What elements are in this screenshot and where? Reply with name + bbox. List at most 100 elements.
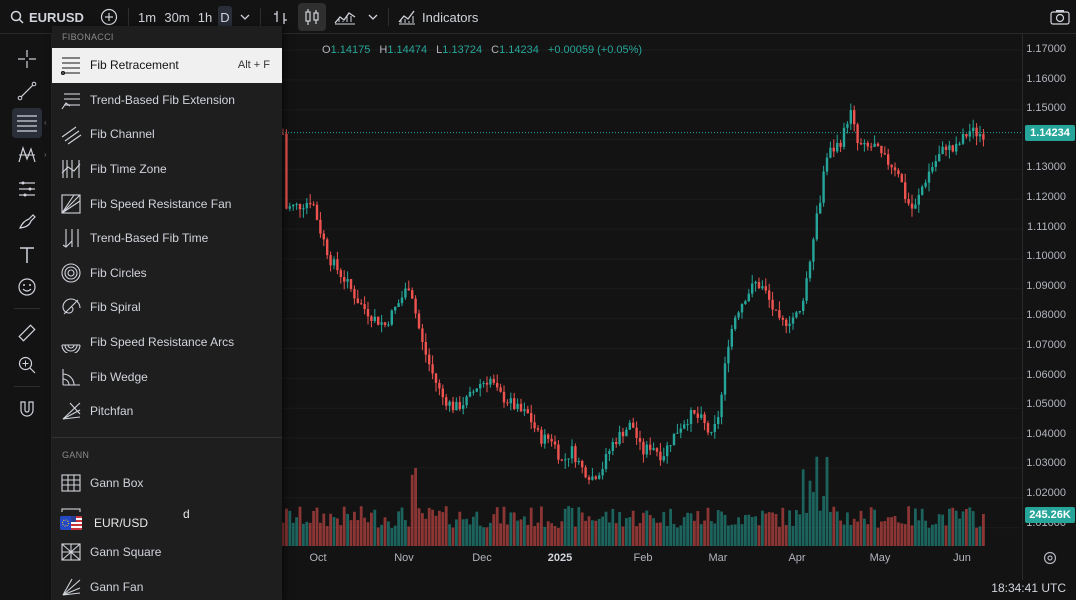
candle-body (768, 290, 771, 300)
chart-settings-button[interactable] (1043, 551, 1057, 570)
symbol-overlay-label[interactable]: EUR/USD (60, 512, 190, 534)
volume-bar (686, 512, 689, 546)
low-label: L (436, 44, 443, 56)
symbol-search-button[interactable]: EURUSD (10, 0, 90, 34)
candle-body (978, 134, 982, 137)
candle-body (404, 288, 407, 298)
utc-clock[interactable]: 18:34:41 UTC (991, 581, 1066, 595)
volume-bar (648, 515, 652, 546)
volume-bar (393, 525, 397, 546)
compare-symbol-button[interactable] (98, 0, 120, 34)
volume-bar (934, 523, 938, 546)
timeframe-30m[interactable]: 30m (164, 9, 190, 25)
volume-bar (859, 510, 863, 546)
menu-item-pitchfan[interactable]: Pitchfan (52, 394, 282, 429)
candle-body (815, 213, 818, 240)
forecasting-tool[interactable] (12, 174, 42, 204)
candle-body (972, 127, 975, 132)
candle-body (411, 290, 414, 299)
volume-bar (322, 513, 326, 546)
fibonacci-tool[interactable] (12, 108, 42, 138)
indicators-button[interactable]: Indicators (398, 0, 480, 34)
volume-bar (407, 526, 411, 546)
volume-bar (288, 510, 292, 546)
candles-style-button[interactable] (298, 3, 326, 31)
volume-bar (682, 517, 686, 546)
candle-body (866, 142, 869, 147)
menu-item-fib-speed-arcs[interactable]: Fib Speed Resistance Arcs (52, 325, 282, 360)
candle-body (655, 448, 659, 452)
fib-spiral-icon (60, 296, 82, 318)
menu-item-fib-wedge[interactable]: Fib Wedge (52, 359, 282, 394)
volume-bar (468, 524, 472, 546)
patterns-tool[interactable] (12, 140, 42, 170)
volume-bar (533, 526, 536, 546)
candle-body (618, 431, 621, 445)
volume-bar (298, 506, 302, 546)
timeframe-1m[interactable]: 1m (137, 9, 157, 25)
menu-item-gann-box[interactable]: Gann Box (52, 466, 282, 501)
candle-body (642, 441, 645, 455)
candle-body (519, 403, 523, 412)
indicators-label: Indicators (422, 9, 479, 25)
candle-body (407, 288, 410, 291)
magnet-tool[interactable] (12, 394, 42, 424)
candle-body (319, 219, 322, 234)
menu-item-trend-fib-extension[interactable]: Trend-Based Fib Extension (52, 83, 282, 118)
candle-body (363, 304, 366, 310)
volume-bar (978, 526, 982, 546)
menu-item-fib-channel[interactable]: Fib Channel (52, 117, 282, 152)
candle-body (285, 133, 288, 209)
menu-item-fib-circles[interactable]: Fib Circles (52, 256, 282, 291)
candle-body (587, 477, 591, 480)
volume-bar (529, 507, 533, 546)
trend-line-tool[interactable] (12, 76, 42, 106)
menu-item-trend-fib-time[interactable]: Trend-Based Fib Time (52, 221, 282, 256)
brush-tool[interactable] (12, 206, 42, 236)
volume-bar (744, 515, 747, 546)
candle-body (326, 239, 329, 256)
candle-body (880, 145, 883, 154)
candle-body (873, 143, 876, 147)
candle-body (802, 300, 805, 311)
timeframe-d[interactable]: D (218, 6, 232, 28)
bar-style-button[interactable] (268, 0, 294, 34)
menu-item-fib-time-zone[interactable]: Fib Time Zone (52, 152, 282, 187)
candle-body (468, 391, 472, 397)
area-style-button[interactable] (332, 0, 358, 34)
volume-bar (931, 524, 934, 546)
menu-item-fib-spiral[interactable]: Fib Spiral (52, 290, 282, 325)
chart-style-dropdown[interactable] (364, 0, 382, 34)
volume-bar (757, 525, 761, 546)
candle-body (849, 110, 852, 124)
menu-item-fib-speed-fan[interactable]: Fib Speed Resistance Fan (52, 186, 282, 221)
menu-item-fib-retracement[interactable]: Fib Retracement Alt + F (52, 48, 282, 83)
measure-tool[interactable] (12, 318, 42, 348)
trend-fib-time-icon (60, 227, 82, 249)
emoji-tool[interactable] (12, 272, 42, 302)
timeframe-dropdown[interactable] (236, 0, 254, 34)
volume-bar (421, 513, 424, 546)
candle-body (431, 364, 434, 374)
candle-body (305, 202, 308, 209)
zoom-tool[interactable] (12, 350, 42, 380)
candle-body (615, 442, 618, 445)
price-axis[interactable]: 1.010001.020001.030001.040001.050001.060… (1022, 34, 1076, 580)
volume-bar (750, 516, 754, 546)
screenshot-button[interactable] (1048, 0, 1072, 34)
timeframe-1h[interactable]: 1h (197, 9, 213, 25)
candle-body (492, 378, 495, 383)
text-tool[interactable] (12, 240, 42, 270)
volume-bar (509, 512, 513, 546)
menu-item-gann-square[interactable]: Gann Square (52, 535, 282, 570)
volume-bar (373, 509, 377, 546)
volume-bar (570, 507, 574, 546)
crosshair-icon (18, 50, 36, 68)
candles-icon (305, 9, 319, 25)
menu-item-gann-fan[interactable]: Gann Fan (52, 569, 282, 600)
volume-bar (444, 506, 448, 546)
crosshair-tool[interactable] (12, 44, 42, 74)
candle-body (982, 134, 985, 140)
volume-bar (594, 520, 598, 546)
candle-body (598, 475, 601, 479)
